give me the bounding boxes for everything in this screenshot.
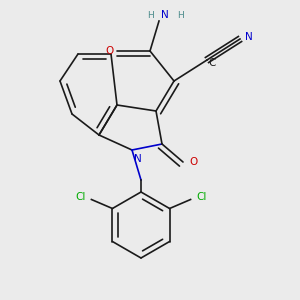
Text: H: H [147, 11, 153, 20]
Text: N: N [161, 10, 169, 20]
Text: O: O [189, 157, 197, 167]
Text: N: N [244, 32, 252, 43]
Text: Cl: Cl [75, 191, 86, 202]
Text: C: C [208, 58, 216, 68]
Text: H: H [177, 11, 183, 20]
Text: Cl: Cl [196, 191, 207, 202]
Text: N: N [134, 154, 142, 164]
Text: O: O [105, 46, 114, 56]
